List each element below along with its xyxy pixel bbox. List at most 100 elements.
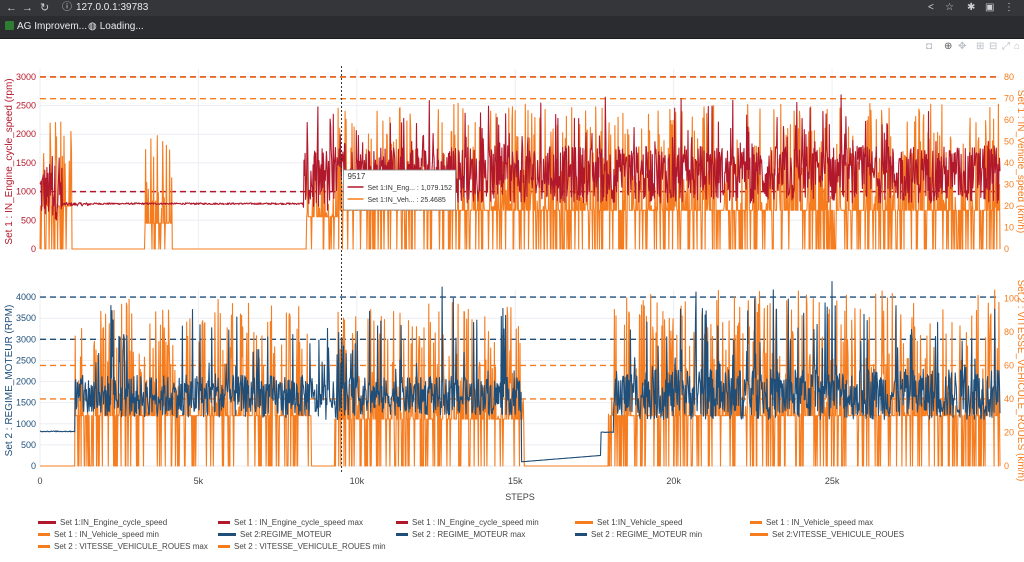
- zoom-in-icon[interactable]: ⊞: [976, 41, 985, 52]
- legend-swatch-icon: [575, 533, 587, 537]
- y-axis-title-right: Set 2 : VITESSE_VEHICULE_ROUES (km/h): [1015, 280, 1024, 482]
- series-line-left: [39, 281, 1001, 463]
- y-tick-label-right: 0: [1004, 244, 1009, 254]
- legend-label: Set 1:IN_Vehicle_speed: [597, 518, 683, 527]
- legend-item[interactable]: Set 2 : VITESSE_VEHICULE_ROUES min: [218, 542, 386, 552]
- home-icon[interactable]: ⌂: [1014, 41, 1021, 52]
- y-tick-label-left: 2000: [16, 377, 36, 387]
- profile-icon[interactable]: ⋮: [1004, 2, 1014, 13]
- bookmark-loading[interactable]: ◍ Loading...: [88, 21, 144, 32]
- x-axis-title: STEPS: [505, 492, 535, 502]
- legend-swatch-icon: [38, 533, 50, 537]
- chart-svg[interactable]: 0500100015002000250030000102030405060708…: [0, 0, 1024, 520]
- y-tick-label-left: 500: [21, 440, 36, 450]
- y-tick-label-right: 60: [1004, 360, 1014, 370]
- y-tick-label-left: 2500: [16, 101, 36, 111]
- y-tick-label-right: 80: [1004, 327, 1014, 337]
- legend-swatch-icon: [218, 545, 230, 549]
- x-tick-label: 15k: [508, 476, 523, 486]
- legend-swatch-icon: [575, 521, 593, 525]
- legend-item[interactable]: Set 1 : IN_Engine_cycle_speed max: [218, 518, 363, 528]
- y-tick-label-right: 10: [1004, 223, 1014, 233]
- legend-item[interactable]: Set 1 : IN_Engine_cycle_speed min: [396, 518, 539, 528]
- legend-label: Set 1 : IN_Engine_cycle_speed min: [412, 518, 539, 527]
- legend-swatch-icon: [38, 521, 56, 525]
- legend-label: Set 2 : REGIME_MOTEUR min: [591, 530, 703, 539]
- y-tick-label-left: 0: [31, 244, 36, 254]
- globe-icon: ◍: [88, 21, 97, 32]
- legend-swatch-icon: [218, 533, 236, 537]
- legend-item[interactable]: Set 2:VITESSE_VEHICULE_ROUES: [750, 530, 904, 540]
- y-axis-title-left: Set 1 : IN_Engine_cycle_speed (rpm): [4, 78, 15, 244]
- zoom-icon[interactable]: ⊕: [944, 41, 953, 52]
- y-tick-label-right: 80: [1004, 72, 1014, 82]
- legend-item[interactable]: Set 1 : IN_Vehicle_speed min: [38, 530, 159, 540]
- legend-swatch-icon: [38, 545, 50, 549]
- bookmark-ag[interactable]: AG Improvem...: [5, 20, 87, 33]
- y-tick-label-right: 0: [1004, 461, 1009, 471]
- autoscale-icon[interactable]: ⤢: [1002, 41, 1010, 52]
- legend-label: Set 2 : VITESSE_VEHICULE_ROUES max: [54, 542, 208, 551]
- data-series: [39, 94, 1001, 467]
- bookmarks-bar: AG Improvem... ◍ Loading...: [0, 16, 1024, 39]
- star-icon[interactable]: ☆: [945, 2, 954, 13]
- y-tick-label-right: 40: [1004, 394, 1014, 404]
- browser-toolbar: ← → ↻ ⓘ 127.0.0.1:39783 < ☆ ✱ ▣ ⋮: [0, 0, 1024, 16]
- y-tick-label-right: 60: [1004, 115, 1014, 125]
- x-tick-label: 20k: [666, 476, 681, 486]
- legend-swatch-icon: [218, 521, 230, 525]
- forward-icon[interactable]: →: [22, 2, 33, 14]
- hover-row-text: Set 1:IN_Veh... : 25.4685: [368, 197, 446, 204]
- axes: 0500100015002000250030000102030405060708…: [4, 72, 1024, 502]
- legend-item[interactable]: Set 2 : REGIME_MOTEUR max: [396, 530, 525, 540]
- hover-tooltip-box: [343, 169, 456, 211]
- modebar: ◘ ⊕ ✥ ⊞ ⊟ ⤢ ⌂: [920, 40, 1020, 54]
- share-icon[interactable]: <: [928, 2, 934, 13]
- legend-label: Set 2:REGIME_MOTEUR: [240, 530, 332, 539]
- y-tick-label-right: 20: [1004, 427, 1014, 437]
- info-icon[interactable]: ⓘ: [62, 2, 72, 13]
- legend-swatch-icon: [750, 533, 768, 537]
- legend-item[interactable]: Set 2 : VITESSE_VEHICULE_ROUES max: [38, 542, 208, 552]
- zoom-out-icon[interactable]: ⊟: [989, 41, 998, 52]
- y-tick-label-right: 100: [1004, 293, 1019, 303]
- back-icon[interactable]: ←: [6, 2, 17, 14]
- hover-row-text: Set 1:IN_Eng... : 1,079.152: [368, 185, 453, 192]
- legend-label: Set 1 : IN_Vehicle_speed max: [766, 518, 874, 527]
- y-tick-label-left: 4000: [16, 292, 36, 302]
- y-tick-label-right: 30: [1004, 180, 1014, 190]
- legend-label: Set 2:VITESSE_VEHICULE_ROUES: [772, 530, 905, 539]
- y-tick-label-left: 3000: [16, 72, 36, 82]
- sidebar-icon[interactable]: ▣: [985, 2, 995, 13]
- y-tick-label-left: 3000: [16, 334, 36, 344]
- y-tick-label-left: 1500: [16, 398, 36, 408]
- y-tick-label-left: 2000: [16, 129, 36, 139]
- y-axis-title-right: Set 1 : IN_Vehicle_speed (km/h): [1015, 90, 1024, 233]
- url-bar[interactable]: 127.0.0.1:39783: [76, 2, 149, 13]
- y-tick-label-left: 500: [21, 215, 36, 225]
- pan-icon[interactable]: ✥: [958, 41, 967, 52]
- legend-swatch-icon: [396, 533, 408, 537]
- x-tick-label: 0: [37, 476, 42, 486]
- extensions-icon[interactable]: ✱: [967, 2, 976, 13]
- legend-label: Set 1:IN_Engine_cycle_speed: [60, 518, 168, 527]
- bookmark-favicon-icon: [5, 21, 14, 30]
- legend-item[interactable]: Set 2 : REGIME_MOTEUR min: [575, 530, 702, 540]
- y-tick-label-left: 1000: [16, 419, 36, 429]
- y-tick-label-right: 70: [1004, 94, 1014, 104]
- legend-item[interactable]: Set 1:IN_Engine_cycle_speed: [38, 518, 167, 528]
- legend-item[interactable]: Set 1 : IN_Vehicle_speed max: [750, 518, 873, 528]
- reload-icon[interactable]: ↻: [40, 2, 50, 14]
- x-tick-label: 25k: [825, 476, 840, 486]
- y-tick-label-left: 1500: [16, 158, 36, 168]
- legend-label: Set 1 : IN_Vehicle_speed min: [54, 530, 159, 539]
- y-tick-label-left: 0: [31, 461, 36, 471]
- legend: Set 1:IN_Engine_cycle_speed Set 1 : IN_En…: [38, 518, 1018, 558]
- legend-item[interactable]: Set 1:IN_Vehicle_speed: [575, 518, 682, 528]
- y-axis-title-left: Set 2 : REGIME_MOTEUR (RPM): [4, 305, 15, 457]
- camera-icon[interactable]: ◘: [926, 41, 933, 52]
- legend-swatch-icon: [750, 521, 762, 525]
- legend-item[interactable]: Set 2:REGIME_MOTEUR: [218, 530, 332, 540]
- y-tick-label-right: 50: [1004, 137, 1014, 147]
- hover-tooltip-x: 9517: [348, 172, 366, 181]
